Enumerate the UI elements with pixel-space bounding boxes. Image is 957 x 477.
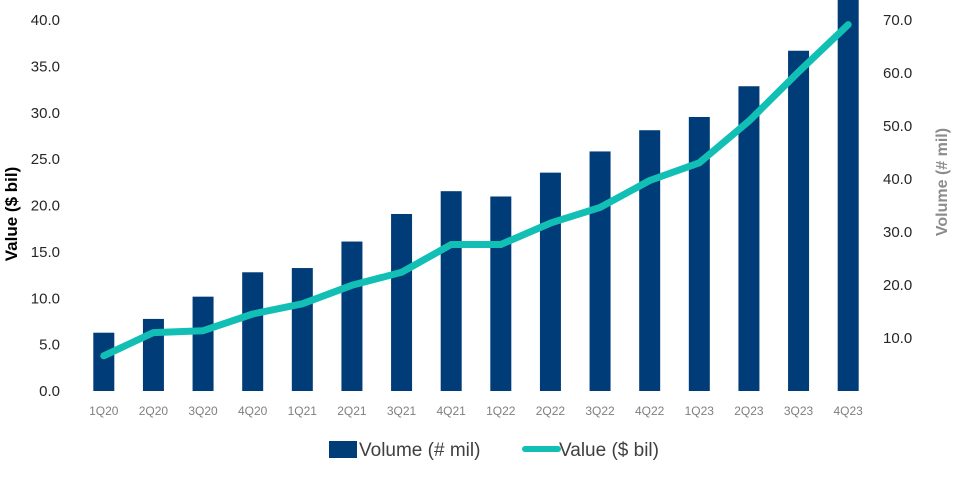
bar-4Q22 (639, 130, 661, 392)
left-tick-label: 0.0 (39, 383, 60, 400)
value-line (100, 21, 852, 360)
right-tick-label: 60.0 (883, 65, 912, 82)
x-tick-label: 4Q22 (635, 404, 665, 418)
x-tick-label: 4Q21 (437, 404, 467, 418)
line-point-4Q23 (847, 24, 849, 26)
line-point-3Q20 (202, 330, 204, 332)
line-point-1Q21 (301, 303, 303, 305)
x-axis-ticks: 1Q20 2Q20 3Q20 4Q20 1Q21 2Q21 3Q21 4Q21 1Q22 2Q22… (89, 404, 863, 418)
left-tick-label: 15.0 (31, 244, 60, 261)
right-tick-label: 10.0 (883, 330, 912, 347)
bar-2Q21 (341, 241, 363, 391)
value-series-line (100, 21, 852, 360)
x-tick-label: 2Q20 (139, 404, 169, 418)
line-point-4Q22 (649, 179, 651, 181)
line-point-1Q23 (698, 162, 700, 164)
bar-2Q23 (738, 86, 760, 391)
left-tick-label: 30.0 (31, 105, 60, 122)
x-tick-label: 1Q21 (288, 404, 318, 418)
bar-4Q21 (440, 191, 462, 391)
left-tick-label: 20.0 (31, 198, 60, 215)
line-point-2Q20 (152, 332, 154, 334)
bar-1Q23 (688, 116, 710, 392)
right-tick-label: 70.0 (883, 12, 912, 29)
x-tick-label: 3Q22 (585, 404, 615, 418)
x-tick-label: 2Q21 (337, 404, 367, 418)
bar-4Q20 (242, 272, 264, 391)
left-axis-ticks: 0.0 5.0 10.0 15.0 20.0 25.0 30.0 35.0 40.0 (31, 12, 60, 400)
x-tick-label: 3Q21 (387, 404, 417, 418)
bar-1Q21 (291, 268, 313, 391)
line-point-1Q20 (103, 355, 105, 357)
x-tick-label: 2Q22 (536, 404, 566, 418)
line-point-2Q22 (549, 222, 551, 224)
bar-4Q23 (837, 0, 859, 392)
x-tick-label: 4Q20 (238, 404, 268, 418)
legend-label-volume: Volume (# mil) (359, 440, 480, 461)
x-tick-label: 3Q20 (188, 404, 218, 418)
bar-1Q22 (490, 196, 512, 391)
left-axis-title: Value ($ bil) (2, 167, 21, 261)
left-tick-label: 5.0 (39, 337, 60, 354)
right-axis-ticks: 10.0 20.0 30.0 40.0 50.0 60.0 70.0 (883, 12, 912, 347)
bar-3Q20 (192, 296, 214, 391)
bar-3Q23 (788, 50, 810, 392)
bar-3Q21 (391, 213, 413, 391)
bar-3Q22 (589, 151, 611, 391)
x-tick-label: 1Q23 (685, 404, 715, 418)
left-tick-label: 25.0 (31, 151, 60, 168)
right-axis-title: Volume (# mil) (934, 128, 951, 236)
right-tick-label: 50.0 (883, 118, 912, 135)
bar-1Q20 (93, 332, 115, 391)
line-point-2Q23 (748, 120, 750, 122)
x-tick-label: 1Q20 (89, 404, 119, 418)
bar-2Q22 (539, 172, 561, 391)
line-point-2Q21 (351, 284, 353, 286)
line-point-1Q22 (500, 243, 502, 245)
x-tick-label: 4Q23 (834, 404, 864, 418)
right-tick-label: 40.0 (883, 171, 912, 188)
left-tick-label: 35.0 (31, 58, 60, 75)
line-point-3Q22 (599, 206, 601, 208)
legend: Volume (# mil) Value ($ bil) (329, 440, 659, 461)
right-tick-label: 20.0 (883, 277, 912, 294)
left-tick-label: 10.0 (31, 290, 60, 307)
x-tick-label: 1Q22 (486, 404, 516, 418)
x-tick-label: 3Q23 (784, 404, 814, 418)
line-point-4Q21 (450, 243, 452, 245)
line-point-3Q21 (401, 271, 403, 273)
x-tick-label: 2Q23 (734, 404, 764, 418)
legend-swatch-volume (329, 441, 357, 458)
legend-label-value: Value ($ bil) (559, 440, 659, 461)
line-point-4Q20 (252, 313, 254, 315)
right-tick-label: 30.0 (883, 224, 912, 241)
left-tick-label: 40.0 (31, 12, 60, 29)
line-point-3Q23 (798, 71, 800, 73)
